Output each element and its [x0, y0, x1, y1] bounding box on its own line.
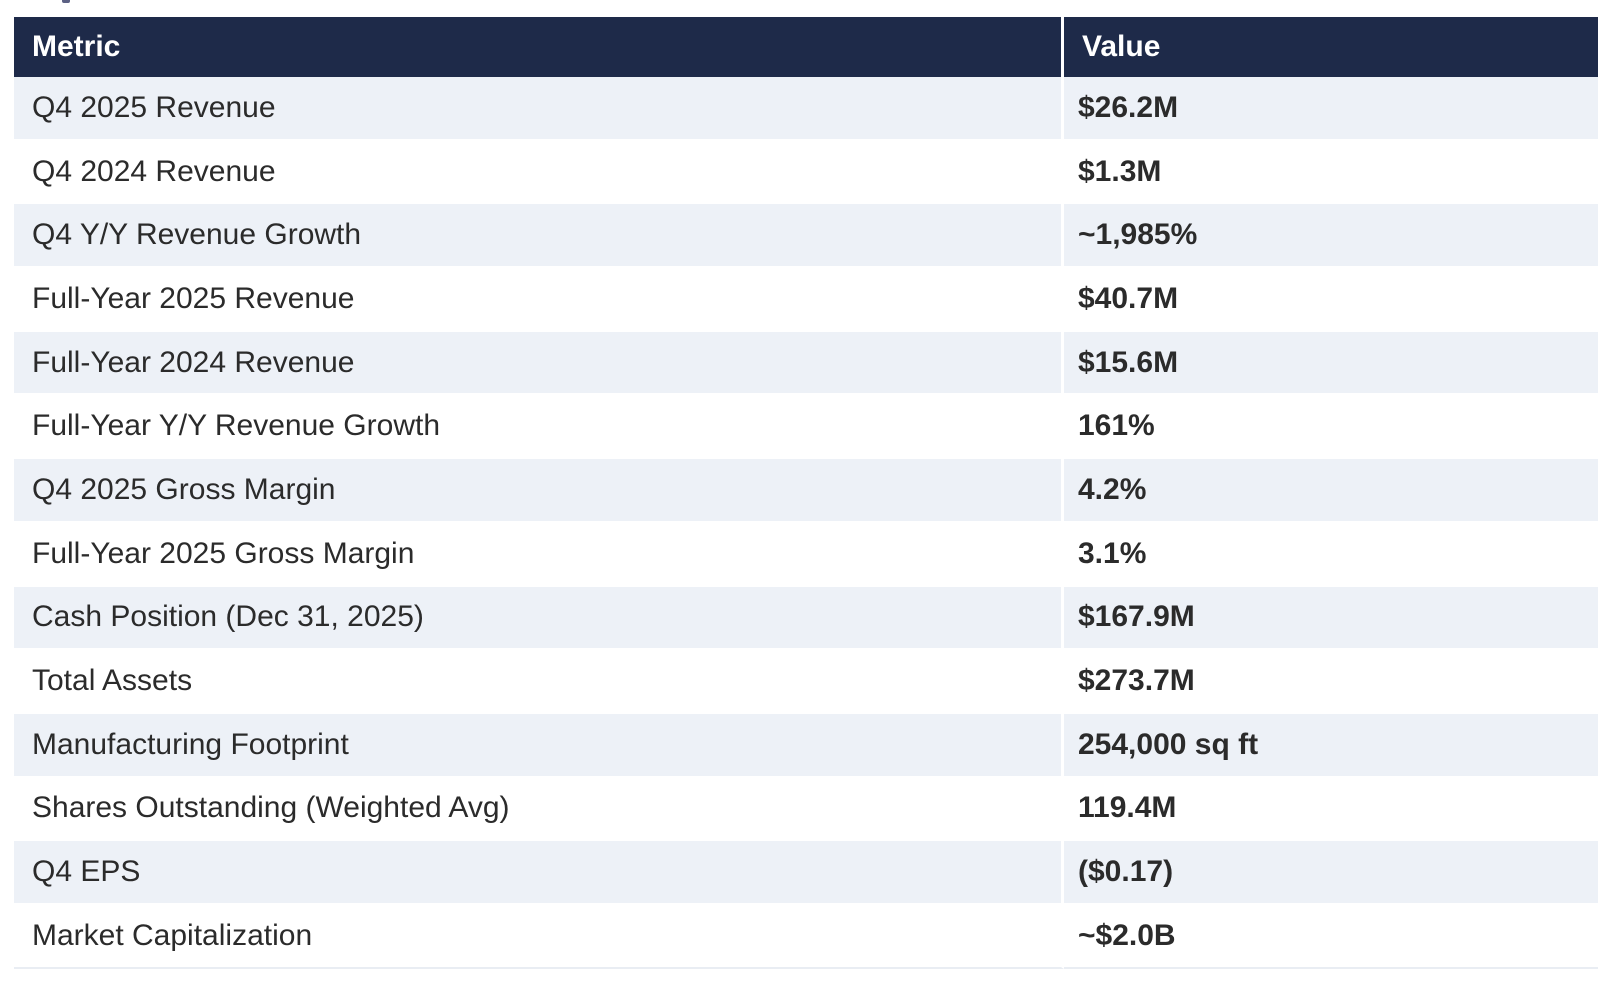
value-cell: $40.7M [1064, 268, 1598, 332]
column-header-metric: Metric [14, 17, 1064, 77]
value-cell: 3.1% [1064, 522, 1598, 587]
metric-cell: Q4 2025 Revenue [14, 77, 1064, 141]
table-row: Market Capitalization ~$2.0B [14, 904, 1598, 969]
table-row: Manufacturing Footprint 254,000 sq ft [14, 713, 1598, 778]
metric-cell: Market Capitalization [14, 904, 1064, 969]
value-cell: ~$2.0B [1064, 904, 1598, 969]
table-row: Full-Year 2025 Revenue $40.7M [14, 268, 1598, 332]
cropped-text-fragment [62, 0, 70, 3]
table-row: Cash Position (Dec 31, 2025) $167.9M [14, 586, 1598, 651]
value-cell: 4.2% [1064, 459, 1598, 523]
value-cell: 161% [1064, 395, 1598, 460]
metric-cell: Full-Year 2024 Revenue [14, 331, 1064, 396]
table-row: Q4 2025 Gross Margin 4.2% [14, 459, 1598, 523]
value-cell: $273.7M [1064, 650, 1598, 714]
table-row: Q4 Y/Y Revenue Growth ~1,985% [14, 204, 1598, 269]
financial-metrics-table: Metric Value Q4 2025 Revenue $26.2M Q4 202… [14, 17, 1598, 969]
value-cell: $1.3M [1064, 140, 1598, 205]
table-row: Q4 2024 Revenue $1.3M [14, 140, 1598, 205]
metric-cell: Q4 2024 Revenue [14, 140, 1064, 205]
table-row: Full-Year 2024 Revenue $15.6M [14, 331, 1598, 396]
table-header-row: Metric Value [14, 17, 1598, 77]
table-row: Q4 EPS ($0.17) [14, 841, 1598, 905]
metric-cell: Cash Position (Dec 31, 2025) [14, 586, 1064, 651]
metric-cell: Full-Year 2025 Gross Margin [14, 522, 1064, 587]
metric-cell: Q4 EPS [14, 841, 1064, 905]
table-row: Total Assets $273.7M [14, 650, 1598, 714]
value-cell: $15.6M [1064, 331, 1598, 396]
value-cell: 254,000 sq ft [1064, 713, 1598, 778]
metric-cell: Q4 2025 Gross Margin [14, 459, 1064, 523]
table-body: Q4 2025 Revenue $26.2M Q4 2024 Revenue $1.3… [14, 77, 1598, 969]
metric-cell: Q4 Y/Y Revenue Growth [14, 204, 1064, 269]
table-row: Full-Year Y/Y Revenue Growth 161% [14, 395, 1598, 460]
value-cell: $167.9M [1064, 586, 1598, 651]
table-row: Full-Year 2025 Gross Margin 3.1% [14, 522, 1598, 587]
metric-cell: Full-Year 2025 Revenue [14, 268, 1064, 332]
value-cell: 119.4M [1064, 777, 1598, 842]
table-row: Shares Outstanding (Weighted Avg) 119.4M [14, 777, 1598, 842]
metric-cell: Shares Outstanding (Weighted Avg) [14, 777, 1064, 842]
metric-cell: Full-Year Y/Y Revenue Growth [14, 395, 1064, 460]
value-cell: $26.2M [1064, 77, 1598, 141]
value-cell: ~1,985% [1064, 204, 1598, 269]
column-header-value: Value [1064, 17, 1598, 77]
metric-cell: Manufacturing Footprint [14, 713, 1064, 778]
metric-cell: Total Assets [14, 650, 1064, 714]
table-row: Q4 2025 Revenue $26.2M [14, 77, 1598, 141]
value-cell: ($0.17) [1064, 841, 1598, 905]
